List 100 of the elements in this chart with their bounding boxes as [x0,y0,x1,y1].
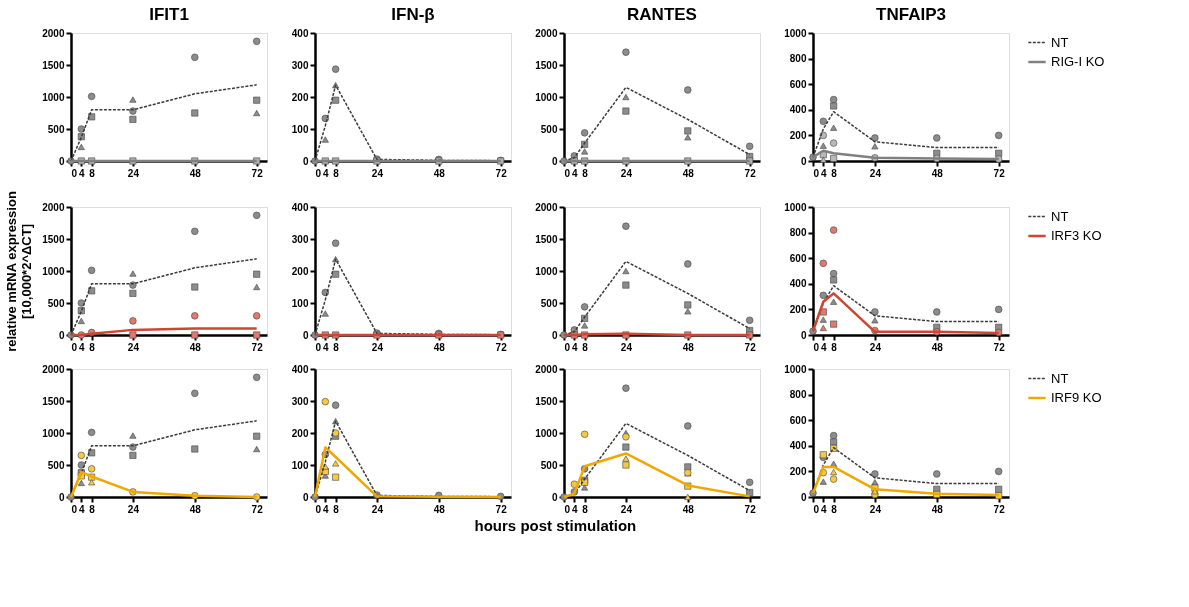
x-tick-label: 0 [315,503,322,515]
x-tick-label: 72 [495,167,508,179]
y-tick-label: 1500 [42,233,65,245]
x-tick-label: 72 [744,167,757,179]
y-tick-label: 600 [789,252,807,264]
y-tick-label: 100 [291,459,309,471]
y-tick-label: 1000 [535,265,558,277]
y-tick-label: 400 [789,278,807,290]
x-tick-label: 8 [831,341,838,353]
y-tick-label: 1000 [42,265,65,277]
x-tick-label: 4 [79,341,86,353]
x-tick-label: 0 [813,341,820,353]
chart-title: IFN-β [391,5,435,24]
y-tick-label: 600 [789,78,807,90]
y-tick-label: 500 [540,297,558,309]
y-tick-label: 0 [800,155,807,167]
x-tick-label: 48 [682,341,695,353]
x-tick-label: 24 [127,167,140,179]
y-tick-label: 200 [789,303,807,315]
x-tick-label: 48 [189,341,202,353]
y-tick-label: 2000 [535,27,558,39]
y-tick-label: 200 [291,427,309,439]
x-tick-label: 8 [333,167,340,179]
x-tick-label: 8 [582,341,589,353]
y-tick-label: 1000 [784,27,807,39]
x-tick-label: 4 [821,341,828,353]
y-tick-label: 2000 [42,363,65,375]
y-tick-label: 100 [291,297,309,309]
x-tick-label: 24 [869,503,882,515]
chart-title: TNFAIP3 [876,5,946,24]
x-tick-label: 4 [323,503,330,515]
y-tick-label: 200 [789,465,807,477]
y-tick-label: 400 [291,363,309,375]
y-tick-label: 1000 [535,427,558,439]
y-tick-label: 500 [540,123,558,135]
x-tick-label: 48 [433,503,446,515]
x-tick-label: 0 [71,341,78,353]
x-tick-label: 24 [869,341,882,353]
y-tick-label: 0 [58,491,65,503]
y-tick-label: 500 [540,459,558,471]
x-tick-label: 48 [682,167,695,179]
text: hours post stimulation [474,516,637,534]
y-tick-label: 600 [789,414,807,426]
y-tick-label: 400 [291,201,309,213]
x-tick-label: 48 [931,503,944,515]
y-tick-label: 800 [789,389,807,401]
y-tick-label: 0 [551,491,558,503]
x-tick-label: 72 [495,503,508,515]
x-tick-label: 0 [315,167,322,179]
x-tick-label: 72 [993,167,1006,179]
y-tick-label: 1500 [42,395,65,407]
x-tick-label: 24 [371,503,384,515]
y-tick-label: 0 [302,491,309,503]
y-tick-label: 500 [47,123,65,135]
x-tick-label: 72 [993,503,1006,515]
x-tick-label: 4 [323,341,330,353]
y-tick-label: 0 [800,491,807,503]
x-tick-label: 72 [251,503,264,515]
x-tick-label: 8 [333,503,340,515]
x-tick-label: 48 [931,167,944,179]
x-tick-label: 72 [495,341,508,353]
x-tick-label: 4 [79,167,86,179]
x-tick-label: 72 [744,341,757,353]
y-tick-label: 1000 [784,201,807,213]
x-tick-label: 4 [821,503,828,515]
x-tick-label: 24 [371,167,384,179]
x-tick-label: 0 [315,341,322,353]
x-tick-label: 4 [323,167,330,179]
y-tick-label: 1500 [535,59,558,71]
y-tick-label: 0 [551,155,558,167]
y-tick-label: 0 [551,329,558,341]
legend-label: NT [1051,370,1069,386]
x-tick-label: 48 [682,503,695,515]
y-tick-label: 1000 [784,363,807,375]
y-tick-label: 0 [302,155,309,167]
x-tick-label: 8 [582,503,589,515]
x-tick-label: 0 [813,503,820,515]
x-tick-label: 4 [572,341,579,353]
x-tick-label: 24 [620,167,633,179]
y-tick-label: 300 [291,395,309,407]
y-tick-label: 300 [291,233,309,245]
x-tick-label: 24 [869,167,882,179]
y-tick-label: 1500 [535,233,558,245]
y-tick-label: 1500 [535,395,558,407]
y-tick-label: 200 [291,265,309,277]
y-tick-label: 500 [47,459,65,471]
y-tick-label: 100 [291,123,309,135]
y-tick-label: 2000 [535,201,558,213]
y-tick-label: 0 [302,329,309,341]
x-tick-label: 72 [993,341,1006,353]
y-axis-title: relative mRNA expression [10,000*2^ΔCT] [4,191,35,352]
y-tick-label: 0 [58,155,65,167]
x-tick-label: 48 [931,341,944,353]
y-tick-label: 2000 [535,363,558,375]
x-tick-label: 4 [572,167,579,179]
y-tick-label: 1000 [535,91,558,103]
y-tick-label: 300 [291,59,309,71]
x-tick-label: 48 [433,341,446,353]
x-tick-label: 24 [371,341,384,353]
y-tick-label: 0 [58,329,65,341]
